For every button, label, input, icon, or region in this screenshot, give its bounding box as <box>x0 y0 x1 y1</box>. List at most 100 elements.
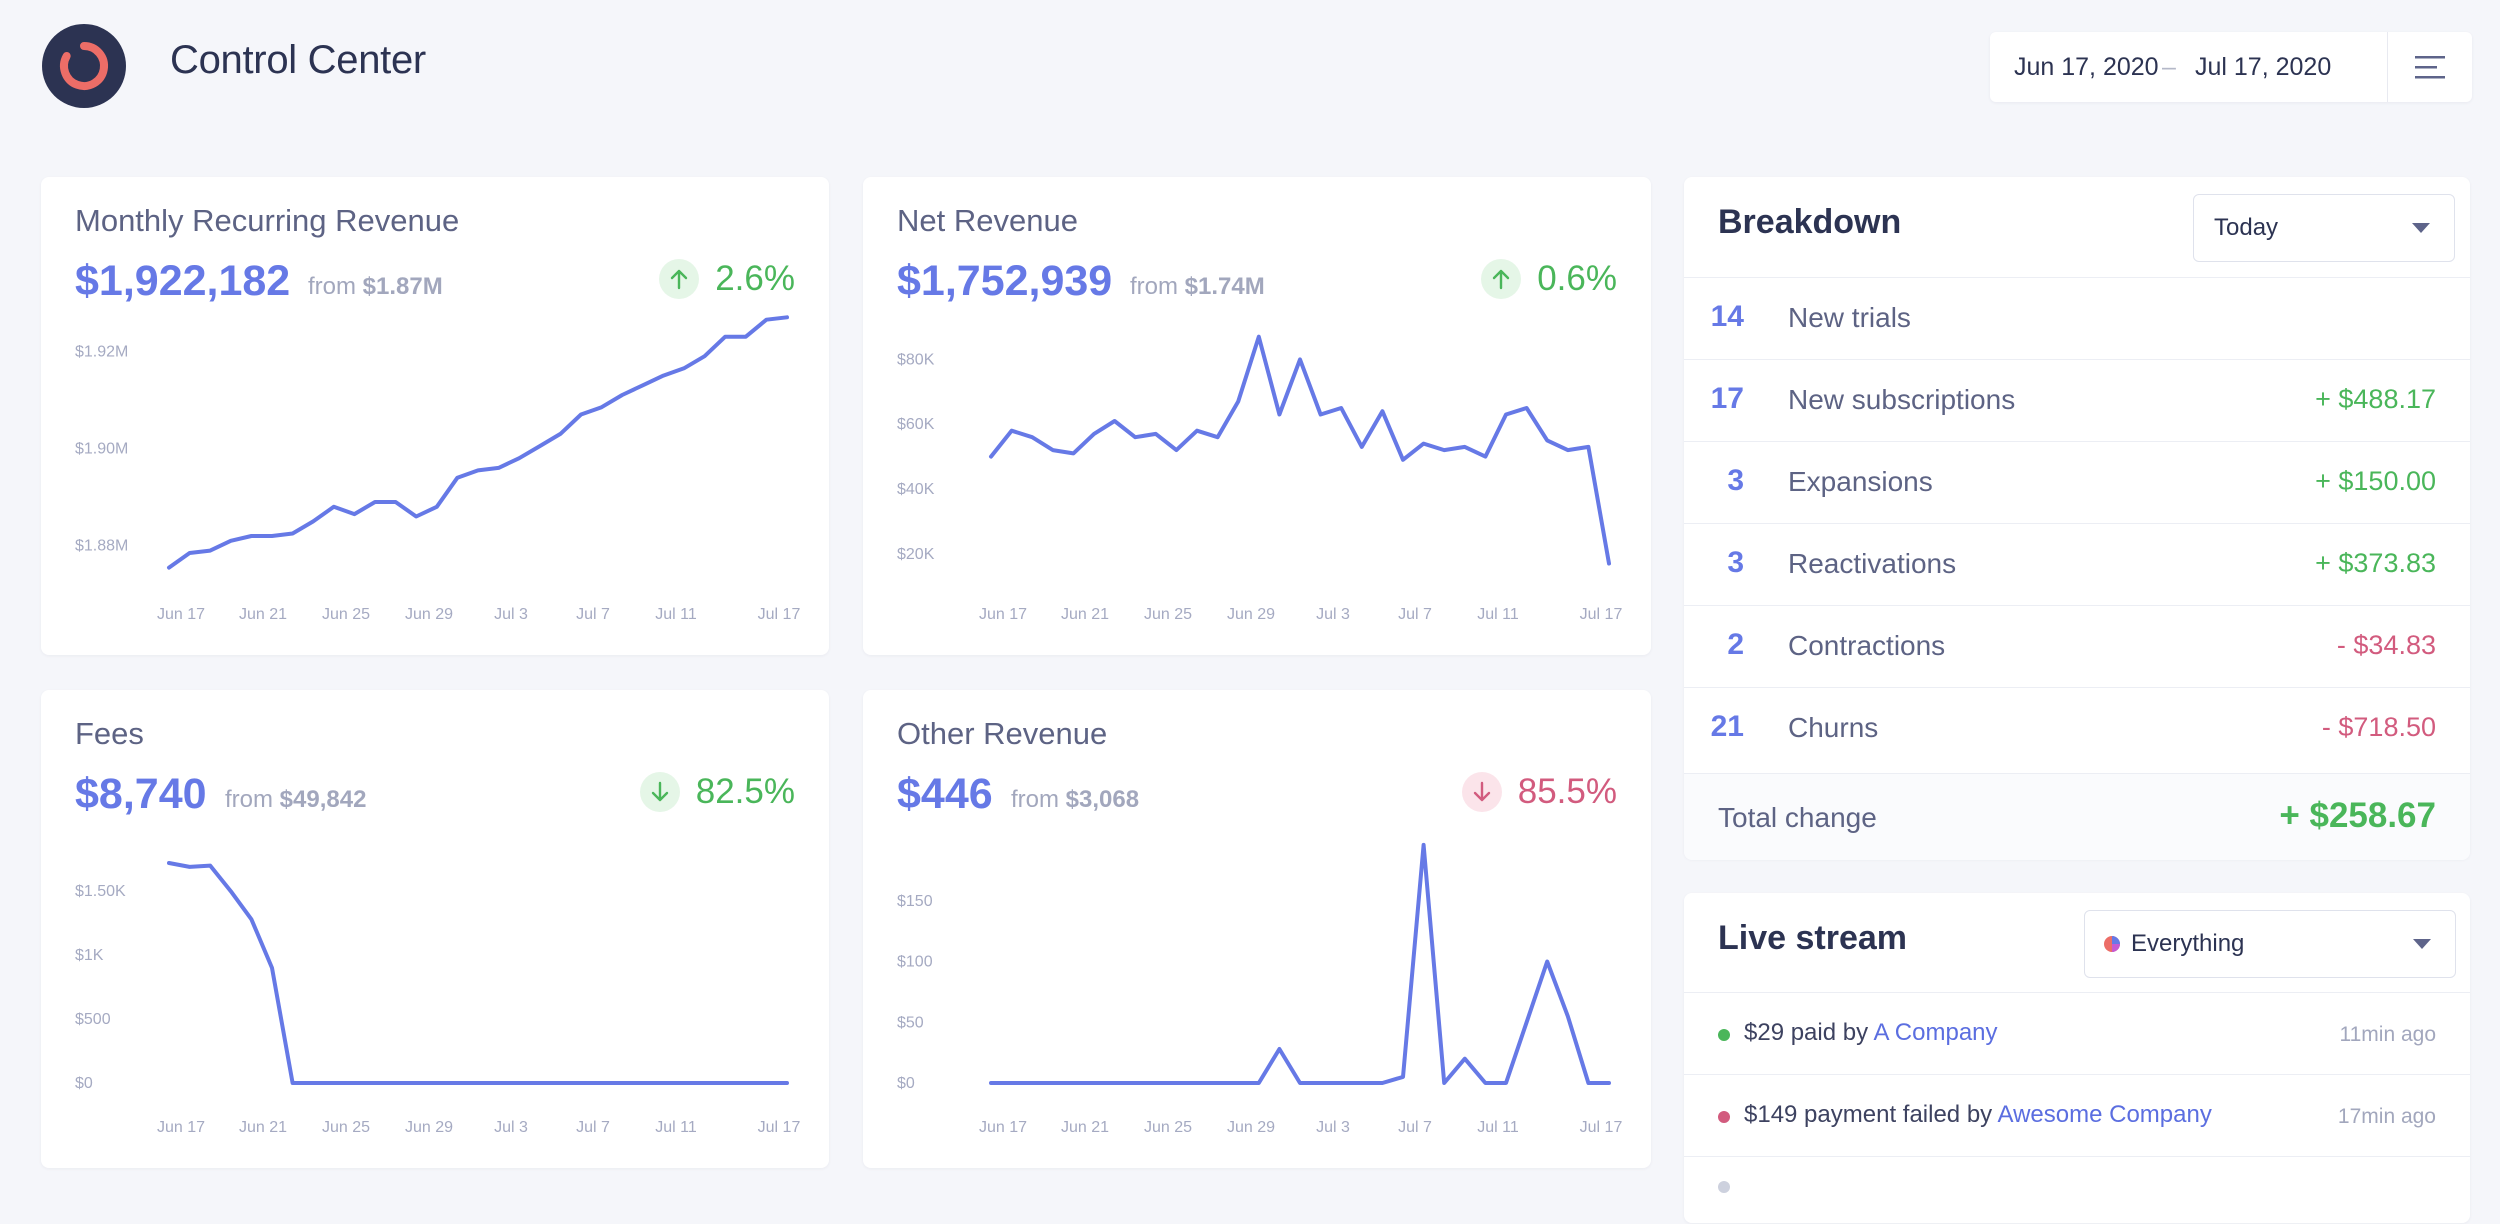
x-tick-label: Jun 29 <box>405 1119 453 1136</box>
breakdown-row[interactable]: 3 Expansions + $150.00 <box>1684 441 2470 524</box>
x-tick-label: Jul 3 <box>494 606 528 623</box>
metric-delta: 85.5% <box>1461 772 1617 812</box>
metric-title: Other Revenue <box>897 716 1108 751</box>
customer-link[interactable]: A Company <box>1873 1019 1998 1046</box>
date-range-picker[interactable]: Jun 17, 2020 – Jul 17, 2020 <box>1990 32 2472 102</box>
metric-title: Fees <box>75 716 144 751</box>
event-text: $149 payment failed by Awesome Company <box>1744 1101 2212 1129</box>
livestream-title: Live stream <box>1718 919 1907 957</box>
total-change-row: Total change + $258.67 <box>1684 773 2470 860</box>
metric-from-value: $1.87M <box>362 273 443 300</box>
breakdown-row[interactable]: 14 New trials <box>1684 277 2470 360</box>
x-tick-label: Jun 21 <box>1061 606 1109 623</box>
arrow-down-icon <box>1461 772 1502 812</box>
x-tick-label: Jun 17 <box>979 606 1027 623</box>
metric-delta-value: 0.6% <box>1537 259 1617 298</box>
y-tick-label: $1.88M <box>75 538 128 555</box>
event-description: $29 paid by <box>1744 1019 1869 1046</box>
metric-title: Net Revenue <box>897 203 1078 238</box>
arrow-up-icon <box>1481 259 1522 299</box>
arrow-up-icon <box>659 259 700 299</box>
x-tick-label: Jul 11 <box>655 606 697 623</box>
livestream-panel: Live stream Everything $29 paid by A Com… <box>1684 893 2470 1223</box>
metric-from: from $1.87M <box>308 273 443 301</box>
date-separator: – <box>2162 52 2176 81</box>
pie-icon <box>2104 936 2120 952</box>
x-tick-label: Jul 7 <box>1398 1119 1432 1136</box>
y-tick-label: $1.92M <box>75 343 128 360</box>
arrow-down-icon <box>639 772 680 812</box>
x-tick-label: Jul 17 <box>1580 606 1623 623</box>
livestream-filter-value: Everything <box>2131 930 2245 957</box>
event-text: $29 paid by A Company <box>1744 1019 1998 1047</box>
breakdown-amount: - $718.50 <box>2321 712 2436 742</box>
x-tick-label: Jul 17 <box>1580 1119 1623 1136</box>
metric-from-value: $3,068 <box>1065 786 1140 813</box>
menu-button[interactable] <box>2387 32 2472 102</box>
x-tick-label: Jul 11 <box>1477 606 1519 623</box>
breakdown-count: 3 <box>1727 464 1744 497</box>
metric-from: from $3,068 <box>1011 786 1139 814</box>
event-time: 17min ago <box>2337 1105 2436 1128</box>
logo-icon[interactable] <box>42 24 126 108</box>
y-tick-label: $80K <box>897 351 935 368</box>
metric-from-value: $1.74M <box>1184 273 1265 300</box>
x-tick-label: Jul 11 <box>655 1119 697 1136</box>
breakdown-count: 17 <box>1710 382 1744 415</box>
x-tick-label: Jul 17 <box>758 1119 801 1136</box>
breakdown-label: New subscriptions <box>1788 384 2016 415</box>
x-tick-label: Jul 7 <box>1398 606 1432 623</box>
x-tick-label: Jun 25 <box>1144 1119 1192 1136</box>
x-tick-label: Jun 17 <box>157 606 205 623</box>
breakdown-amount: + $488.17 <box>2315 384 2436 414</box>
breakdown-period-select[interactable]: Today <box>2193 194 2455 262</box>
x-tick-label: Jul 11 <box>1477 1119 1519 1136</box>
customer-link[interactable]: Awesome Company <box>1997 1101 2212 1128</box>
metric-from-label: from <box>1130 273 1178 300</box>
date-start[interactable]: Jun 17, 2020 <box>2014 52 2159 81</box>
x-tick-label: Jun 25 <box>322 1119 370 1136</box>
breakdown-count: 2 <box>1727 628 1744 661</box>
metric-value: $446 <box>897 770 993 818</box>
breakdown-label: Expansions <box>1788 466 1933 497</box>
list-item <box>1684 1156 2470 1224</box>
breakdown-row[interactable]: 17 New subscriptions + $488.17 <box>1684 359 2470 442</box>
total-change-amount: + $258.67 <box>2279 796 2436 835</box>
x-tick-label: Jun 17 <box>979 1119 1027 1136</box>
y-tick-label: $0 <box>75 1075 93 1092</box>
chevron-down-icon <box>2413 939 2431 949</box>
metric-delta: 2.6% <box>659 259 795 299</box>
metric-value: $1,922,182 <box>75 257 291 305</box>
y-tick-label: $60K <box>897 416 935 433</box>
breakdown-amount: + $373.83 <box>2315 548 2436 578</box>
x-tick-label: Jun 25 <box>322 606 370 623</box>
status-dot <box>1718 1181 1730 1193</box>
y-tick-label: $20K <box>897 546 935 563</box>
series-line <box>989 334 1611 566</box>
breakdown-row[interactable]: 21 Churns - $718.50 <box>1684 687 2470 770</box>
metric-card: Fees $8,740 from $49,842 82.5% $0 $500 $1K $1.5… <box>41 690 829 1168</box>
x-tick-label: Jun 21 <box>239 1119 287 1136</box>
breakdown-title: Breakdown <box>1718 203 1902 241</box>
metric-from-value: $49,842 <box>279 786 367 813</box>
breakdown-count: 14 <box>1710 300 1744 333</box>
series-line <box>167 861 789 1085</box>
breakdown-count: 21 <box>1710 710 1744 743</box>
y-tick-label: $50 <box>897 1014 924 1031</box>
y-tick-label: $1.50K <box>75 883 126 900</box>
breakdown-amount: + $150.00 <box>2315 466 2436 496</box>
x-tick-label: Jun 21 <box>1061 1119 1109 1136</box>
livestream-filter-select[interactable]: Everything <box>2084 910 2456 978</box>
metric-from-label: from <box>1011 786 1059 813</box>
event-description: $149 payment failed by <box>1744 1101 1993 1128</box>
breakdown-row[interactable]: 3 Reactivations + $373.83 <box>1684 523 2470 606</box>
breakdown-row[interactable]: 2 Contractions - $34.83 <box>1684 605 2470 688</box>
metric-card: Monthly Recurring Revenue $1,922,182 from … <box>41 177 829 655</box>
date-end[interactable]: Jul 17, 2020 <box>2195 52 2332 81</box>
status-dot <box>1718 1111 1730 1123</box>
x-tick-label: Jun 25 <box>1144 606 1192 623</box>
x-tick-label: Jul 7 <box>576 1119 610 1136</box>
metric-delta-value: 2.6% <box>715 259 795 298</box>
metric-delta: 0.6% <box>1481 259 1617 299</box>
line-chart: $1.88M $1.90M $1.92M Jun 17 Jun 21 Jun 25 Jun … <box>75 315 800 623</box>
